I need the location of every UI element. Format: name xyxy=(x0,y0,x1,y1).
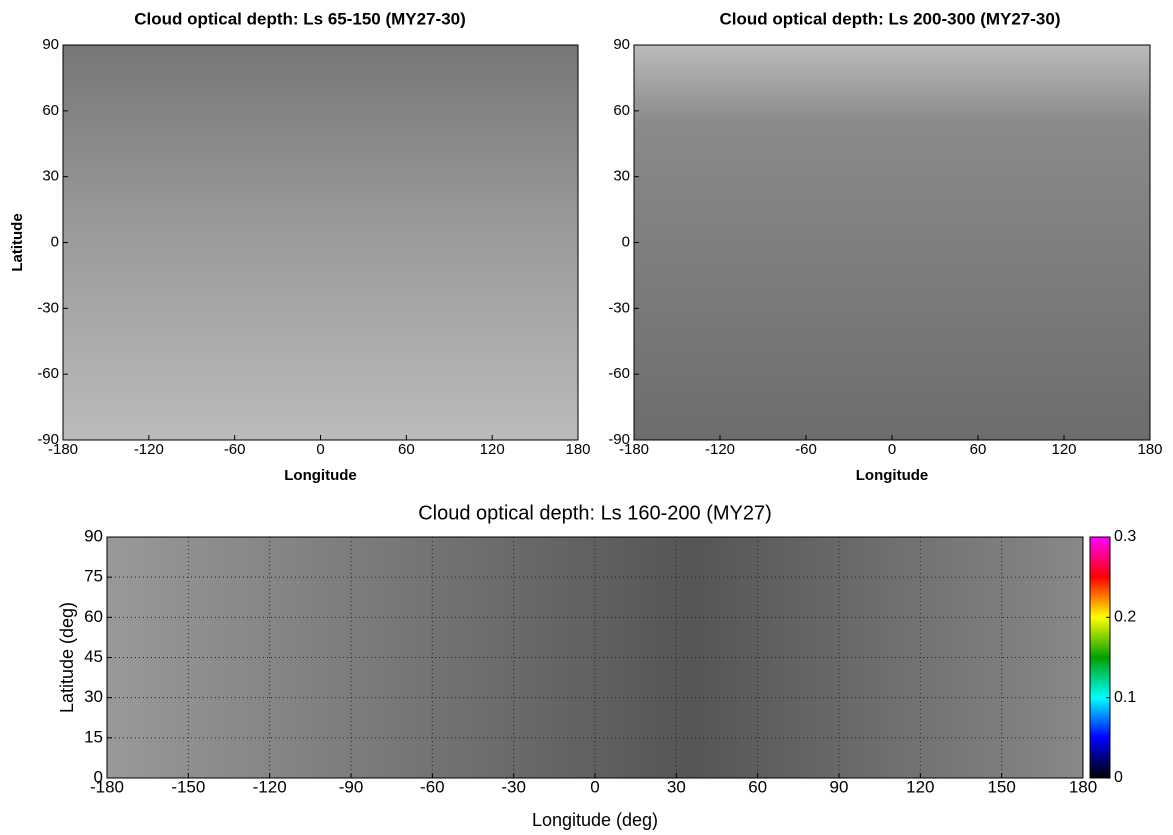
x-tick-label: 0 xyxy=(590,777,599,796)
x-tick-label: -120 xyxy=(705,441,735,458)
x-tick-label: 60 xyxy=(398,441,415,458)
x-tick-label: -60 xyxy=(795,441,817,458)
x-tick-label: 60 xyxy=(970,441,987,458)
colorbar-tick-label: 0 xyxy=(1114,769,1123,786)
plot-frame xyxy=(62,44,579,441)
x-tick-label: -180 xyxy=(619,441,649,458)
y-tick-label: 60 xyxy=(42,102,59,119)
x-tick-label: 180 xyxy=(1069,777,1097,796)
x-tick-label: -180 xyxy=(48,441,78,458)
colorbar xyxy=(1089,536,1111,779)
map-background xyxy=(634,45,1150,440)
x-tick-label: -120 xyxy=(134,441,164,458)
y-tick-label: 90 xyxy=(42,36,59,53)
x-tick-label: 90 xyxy=(830,777,849,796)
y-tick-label: -90 xyxy=(37,431,59,448)
y-tick-label: 0 xyxy=(51,233,59,250)
y-tick-label: -60 xyxy=(37,365,59,382)
x-tick-label: -30 xyxy=(501,777,526,796)
y-tick-label: -60 xyxy=(608,365,630,382)
y-tick-label: 75 xyxy=(84,567,103,586)
map-background xyxy=(63,45,578,440)
plot-frame xyxy=(106,536,1084,779)
x-tick-label: 30 xyxy=(667,777,686,796)
colorbar-tick-label: 0.2 xyxy=(1114,609,1136,626)
y-tick-label: 30 xyxy=(84,687,103,706)
x-axis-label: Longitude xyxy=(856,467,928,484)
y-tick-label: -90 xyxy=(608,431,630,448)
x-tick-label: 0 xyxy=(316,441,324,458)
y-tick-label: 90 xyxy=(84,526,103,545)
x-tick-label: 120 xyxy=(906,777,934,796)
y-tick-label: 30 xyxy=(42,168,59,185)
y-tick-label: 60 xyxy=(84,607,103,626)
y-tick-label: -30 xyxy=(37,299,59,316)
y-tick-label: 60 xyxy=(613,102,630,119)
y-tick-label: 90 xyxy=(613,36,630,53)
x-tick-label: 0 xyxy=(888,441,896,458)
x-tick-label: 60 xyxy=(748,777,767,796)
y-tick-label: 30 xyxy=(613,168,630,185)
chart-title: Cloud optical depth: Ls 160-200 (MY27) xyxy=(418,502,772,524)
x-tick-label: -60 xyxy=(224,441,246,458)
chart-title: Cloud optical depth: Ls 65-150 (MY27-30) xyxy=(134,9,466,28)
x-tick-label: 180 xyxy=(565,441,590,458)
colorbar-tick-label: 0.3 xyxy=(1114,528,1136,545)
y-tick-label: -30 xyxy=(608,299,630,316)
colorbar-tick-label: 0.1 xyxy=(1114,689,1136,706)
y-axis-label: Latitude (deg) xyxy=(57,602,77,713)
x-tick-label: -90 xyxy=(339,777,364,796)
x-axis-label: Longitude (deg) xyxy=(532,810,658,830)
x-tick-label: -120 xyxy=(253,777,287,796)
chart-title: Cloud optical depth: Ls 200-300 (MY27-30… xyxy=(719,9,1060,28)
y-tick-label: 45 xyxy=(84,647,103,666)
x-tick-label: 120 xyxy=(480,441,505,458)
x-axis-label: Longitude xyxy=(284,467,356,484)
x-tick-label: -60 xyxy=(420,777,445,796)
x-tick-label: 180 xyxy=(1137,441,1162,458)
y-axis-label: Latitude xyxy=(9,213,26,271)
y-tick-label: 0 xyxy=(94,767,103,786)
x-tick-label: 150 xyxy=(987,777,1015,796)
x-tick-label: -150 xyxy=(171,777,205,796)
x-tick-label: -180 xyxy=(90,777,124,796)
y-tick-label: 15 xyxy=(84,727,103,746)
x-tick-label: 120 xyxy=(1051,441,1076,458)
y-tick-label: 0 xyxy=(622,233,630,250)
plot-frame xyxy=(633,44,1151,441)
